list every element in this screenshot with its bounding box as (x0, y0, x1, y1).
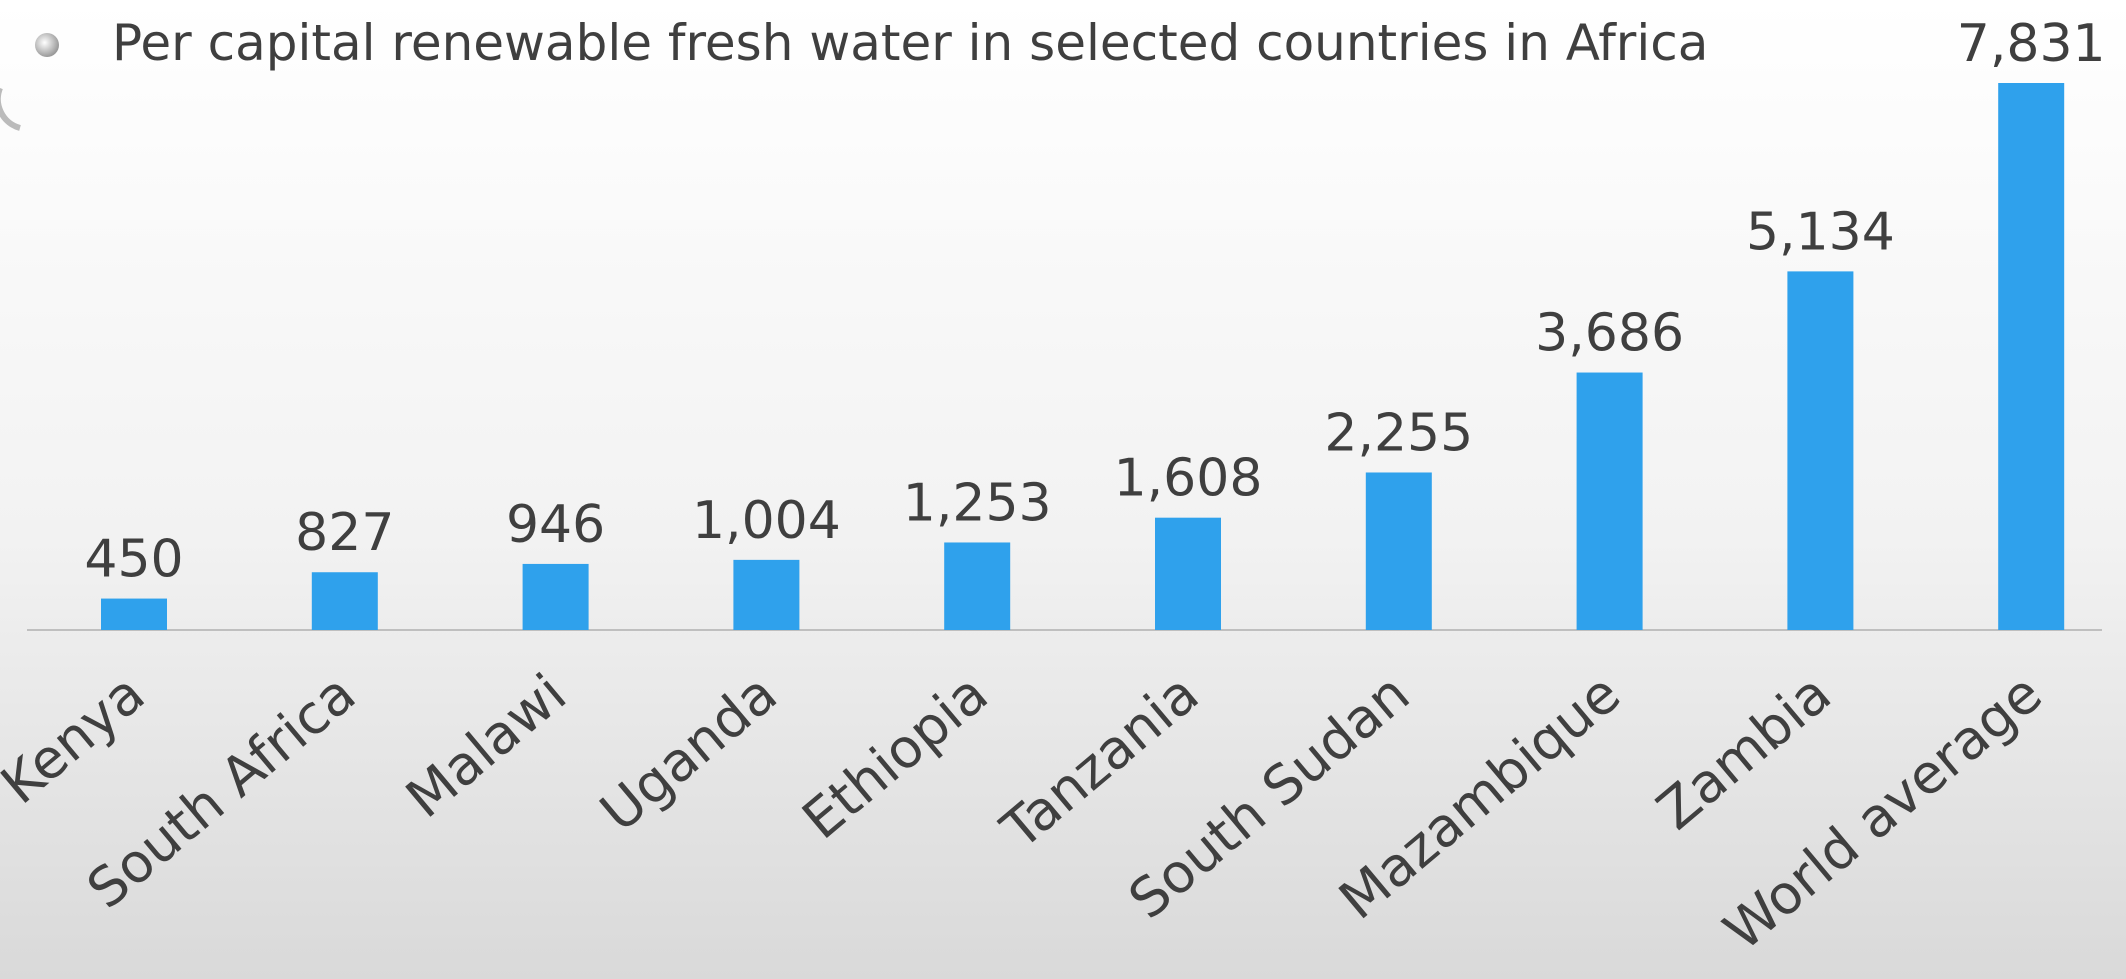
bar (1365, 472, 1432, 630)
bar (1155, 517, 1221, 630)
bar (944, 542, 1011, 630)
data-label: 1,253 (903, 473, 1052, 533)
bar (101, 598, 167, 630)
data-label: 2,255 (1324, 403, 1473, 463)
data-label: 3,686 (1535, 304, 1684, 364)
data-label: 5,134 (1746, 202, 1895, 262)
decoration (0, 88, 21, 131)
bar (733, 559, 800, 630)
bar (311, 572, 378, 630)
bar (1998, 83, 2065, 630)
data-label: 1,608 (1114, 449, 1263, 509)
bar (1787, 271, 1854, 630)
data-label: 1,004 (692, 491, 841, 551)
data-label: 827 (295, 503, 394, 563)
data-label: 450 (84, 530, 183, 590)
chart-title: Per capital renewable fresh water in sel… (112, 14, 1708, 72)
bullet (35, 33, 59, 57)
bar (522, 563, 589, 630)
data-label: 946 (506, 495, 605, 555)
bar (1576, 372, 1643, 630)
data-label: 7,831 (1957, 14, 2106, 74)
